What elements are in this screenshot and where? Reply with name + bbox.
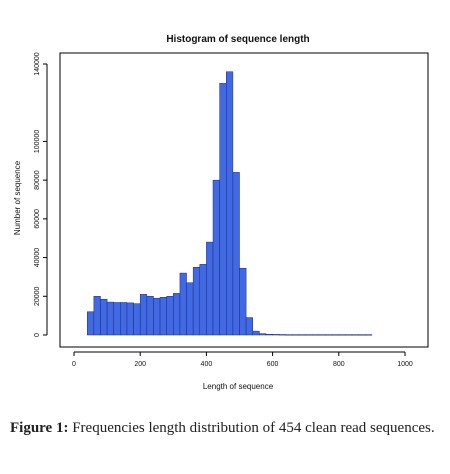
- x-tick-label: 200: [134, 361, 146, 368]
- x-tick-label: 400: [201, 361, 213, 368]
- histogram-bar: [86, 311, 95, 336]
- histogram-bar: [199, 264, 207, 336]
- histogram-bar: [252, 330, 260, 336]
- histogram-bar: [292, 334, 300, 336]
- x-axis-label: Length of sequence: [203, 382, 274, 391]
- y-axis: 0 20000 40000 60000 80000 100000 140000: [34, 52, 48, 337]
- histogram-bar: [259, 333, 267, 336]
- histogram-bar: [126, 302, 134, 336]
- y-axis-label: Number of sequence: [13, 160, 22, 235]
- histogram-bar: [206, 241, 214, 336]
- histogram-bar: [312, 334, 320, 336]
- x-axis: 0 200 400 600 800 1000: [72, 351, 413, 368]
- histogram-chart: 0 200 400 600 800 1000 0 20000 40000 60000 80000 1…: [13, 34, 429, 391]
- plot-frame: [59, 52, 429, 348]
- histogram-bar: [219, 83, 227, 336]
- histogram-bar: [345, 334, 353, 336]
- y-tick-label: 0: [34, 333, 41, 337]
- histogram-bar: [318, 334, 326, 336]
- y-tick-label: 80000: [34, 170, 41, 190]
- caption-label: Figure 1:: [10, 420, 69, 436]
- histogram-bar: [179, 272, 187, 336]
- histogram-bar: [146, 296, 154, 336]
- histogram-bar: [226, 71, 234, 336]
- histogram-bar: [298, 334, 306, 336]
- histogram-bar: [159, 297, 167, 336]
- histogram-bar: [192, 267, 201, 336]
- histogram-bar: [106, 301, 114, 336]
- x-tick-label: 0: [72, 361, 76, 368]
- histogram-bar: [239, 267, 247, 336]
- histogram-bar: [245, 317, 253, 336]
- histogram-bar: [325, 334, 333, 336]
- histogram-bar: [139, 294, 148, 336]
- y-tick-label: 60000: [34, 209, 41, 229]
- histogram-bar: [100, 298, 108, 336]
- y-tick-label: 100000: [34, 130, 41, 153]
- histogram-bar: [365, 334, 373, 336]
- histogram-bar: [120, 302, 128, 336]
- histogram-bar: [166, 296, 174, 336]
- histogram-bar: [93, 296, 101, 336]
- caption-text: Frequencies length distribution of 454 c…: [68, 420, 435, 436]
- histogram-bar: [338, 334, 346, 336]
- histogram-bar: [265, 333, 273, 336]
- histogram-bar: [285, 334, 293, 336]
- histogram-bar: [351, 334, 359, 336]
- histogram-bar: [272, 334, 280, 336]
- x-tick-label: 1000: [397, 361, 413, 368]
- histogram-bar: [331, 334, 340, 336]
- histogram-bar: [358, 334, 366, 336]
- histogram-bar: [153, 297, 161, 336]
- histogram-bar: [133, 303, 141, 336]
- histogram-bar: [305, 334, 313, 336]
- histogram-bar: [113, 302, 121, 336]
- chart-title: Histogram of sequence length: [166, 34, 309, 45]
- y-tick-label: 140000: [34, 52, 41, 75]
- y-tick-label: 40000: [34, 248, 41, 268]
- y-tick-label: 20000: [34, 286, 41, 306]
- figure-caption: Figure 1: Frequencies length distributio…: [10, 418, 442, 439]
- histogram-bar: [212, 179, 220, 336]
- histogram-bar: [173, 293, 181, 336]
- x-tick-label: 600: [267, 361, 279, 368]
- bars-group: [86, 71, 373, 336]
- x-tick-label: 800: [333, 361, 345, 368]
- histogram-bar: [278, 334, 287, 336]
- histogram-bar: [186, 282, 194, 336]
- histogram-bar: [232, 172, 240, 336]
